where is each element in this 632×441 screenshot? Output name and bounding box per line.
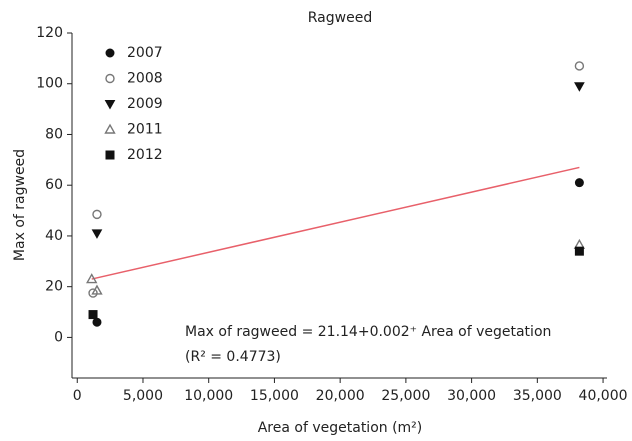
x-tick-label: 15,000 bbox=[250, 388, 299, 404]
point bbox=[92, 317, 102, 327]
point bbox=[574, 246, 584, 256]
legend-label: 2007 bbox=[127, 45, 163, 61]
legend-marker bbox=[104, 100, 116, 110]
point bbox=[574, 178, 584, 188]
point bbox=[91, 284, 103, 295]
point bbox=[88, 310, 98, 320]
legend-marker bbox=[105, 48, 115, 58]
chart-title: Ragweed bbox=[308, 10, 372, 26]
x-tick-label: 10,000 bbox=[184, 388, 233, 404]
y-tick-label: 60 bbox=[45, 177, 63, 193]
legend-label: 2008 bbox=[127, 71, 163, 87]
x-tick-label: 0 bbox=[73, 388, 82, 404]
fit-line bbox=[91, 166, 580, 280]
point bbox=[88, 288, 98, 298]
legend-marker bbox=[104, 123, 116, 134]
legend-marker bbox=[105, 73, 115, 84]
x-tick-label: 25,000 bbox=[381, 388, 430, 404]
y-tick-label: 120 bbox=[36, 25, 63, 41]
point bbox=[91, 229, 103, 239]
point bbox=[86, 273, 98, 284]
y-axis-label: Max of ragweed bbox=[12, 149, 28, 261]
legend-label: 2012 bbox=[127, 147, 163, 163]
annotation: Max of ragweed = 21.14+0.002⁺ Area of ve… bbox=[185, 324, 551, 340]
x-tick-label: 35,000 bbox=[513, 388, 562, 404]
point bbox=[92, 209, 102, 220]
point bbox=[574, 82, 585, 92]
y-tick-label: 20 bbox=[45, 279, 63, 295]
y-tick-label: 0 bbox=[54, 329, 63, 345]
x-axis-label: Area of vegetation (m²) bbox=[258, 420, 423, 436]
legend-label: 2009 bbox=[127, 96, 163, 112]
annotation: (R² = 0.4773) bbox=[185, 349, 281, 365]
y-tick-label: 100 bbox=[36, 76, 63, 92]
y-tick-label: 40 bbox=[45, 228, 63, 244]
y-tick-label: 80 bbox=[45, 126, 63, 142]
legend-marker bbox=[105, 150, 115, 160]
x-tick-label: 30,000 bbox=[447, 388, 496, 404]
x-tick-label: 5,000 bbox=[123, 388, 163, 404]
x-tick-label: 40,000 bbox=[579, 388, 628, 404]
legend-label: 2011 bbox=[127, 122, 163, 138]
x-tick-label: 20,000 bbox=[316, 388, 365, 404]
point bbox=[574, 61, 585, 71]
